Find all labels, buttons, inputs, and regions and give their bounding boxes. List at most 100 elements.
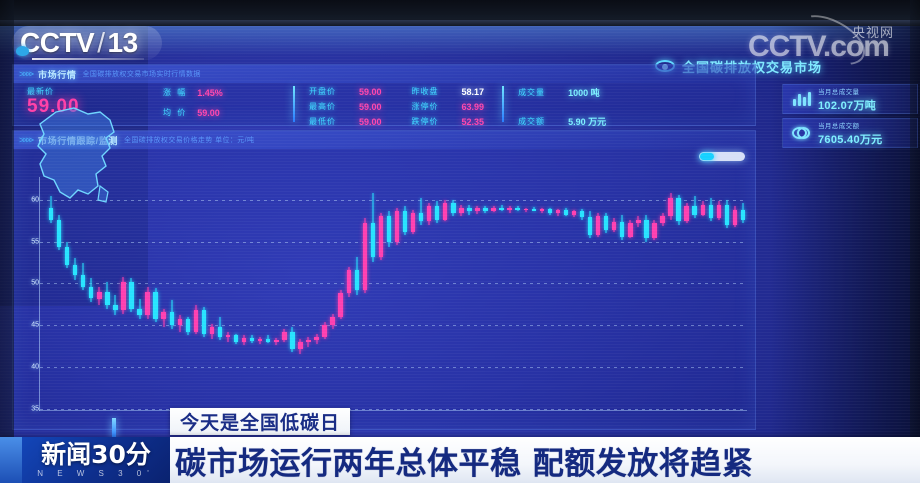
candlestick-body	[185, 318, 190, 332]
candlestick	[523, 183, 528, 409]
change-row: 涨 幅 1.45%	[163, 87, 293, 98]
candlestick-body	[732, 209, 738, 225]
candlestick	[338, 183, 343, 409]
quote-metric-label: 开盘价	[309, 87, 336, 96]
candlestick-body	[684, 206, 689, 222]
candlestick-body	[282, 331, 287, 340]
quote-metric-label: 成交额	[518, 117, 546, 126]
candlestick-body	[354, 270, 359, 291]
candlestick-body	[708, 204, 713, 219]
candlestick	[563, 183, 569, 409]
candlestick-body	[209, 326, 215, 334]
candlestick	[169, 183, 174, 409]
quote-metric-row: 最低价 59.00	[309, 116, 382, 127]
candlestick-body	[201, 310, 207, 334]
candlestick	[644, 183, 649, 409]
candlestick	[547, 183, 553, 409]
candlestick-body	[571, 211, 577, 215]
chart-gridline	[40, 325, 747, 327]
candlestick-body	[314, 337, 319, 341]
candlestick-body	[217, 326, 223, 337]
candlestick	[161, 183, 166, 409]
candlestick-body	[531, 208, 536, 211]
quote-metric-row: 跌停价 52.35	[412, 116, 485, 127]
candlestick-body	[105, 291, 110, 306]
candlestick	[209, 183, 215, 409]
lower-third-left-tab	[0, 437, 24, 483]
candlestick	[306, 183, 311, 409]
quote-metric-row: 最高价 59.00	[309, 101, 382, 112]
candlestick-body	[72, 265, 78, 276]
candlestick-body	[89, 286, 94, 299]
candlestick	[612, 183, 617, 409]
candlestick	[322, 183, 327, 409]
candlestick	[435, 183, 440, 409]
candlestick-body	[258, 338, 263, 342]
candlestick	[595, 183, 601, 409]
candlestick-body	[145, 291, 150, 316]
quote-panel-title: 市场行情	[38, 69, 77, 80]
candlestick-body	[539, 208, 545, 211]
candlestick-body	[225, 335, 231, 337]
quote-metric-column: 开盘价 59.00 最高价 59.00 最低价 59.00	[309, 86, 382, 127]
candlestick-body	[491, 208, 496, 211]
candlestick-body	[668, 198, 673, 217]
candlestick	[475, 183, 480, 409]
candlestick	[740, 183, 746, 409]
change-label: 涨 幅	[163, 88, 188, 97]
chevron-right-icon: >>>>	[19, 69, 34, 79]
lower-third-kicker: 今天是全国低碳日	[170, 408, 351, 435]
candlestick-body	[330, 316, 335, 326]
candlestick-body	[233, 335, 239, 343]
candlestick	[443, 183, 448, 409]
candlestick-body	[249, 337, 255, 342]
candlestick-body	[129, 281, 134, 309]
candlestick-body	[64, 246, 70, 266]
candlestick	[241, 183, 247, 409]
candlestick-body	[716, 204, 722, 219]
quote-metric-value: 58.17	[461, 86, 485, 97]
candlestick-wick	[227, 331, 229, 343]
candlestick-body	[241, 337, 247, 343]
candlestick	[620, 183, 625, 409]
chart-y-axis	[39, 177, 40, 411]
candlestick-body	[515, 208, 520, 210]
candlestick	[258, 183, 263, 409]
quote-metric-value: 59.00	[359, 116, 382, 127]
chart-range-toggle[interactable]	[699, 152, 745, 161]
candlestick	[410, 183, 416, 409]
candlestick-body	[435, 206, 440, 220]
candlestick-body	[475, 208, 480, 212]
quote-metric-value: 59.00	[359, 86, 382, 97]
candlestick	[555, 183, 561, 409]
channel-logo-cctv: CCTV	[20, 27, 95, 58]
chart-gridline	[40, 367, 747, 369]
candlestick-body	[483, 208, 488, 211]
candlestick	[113, 183, 118, 409]
quote-panel-header: >>>> 市场行情 全国碳排放权交易市场实时行情数据	[13, 65, 755, 83]
candlestick	[732, 183, 738, 409]
stat-card-monthly-turnover: 当月总成交额 7605.40万元	[782, 118, 918, 148]
candlestick	[185, 183, 190, 409]
candlestick-body	[153, 291, 158, 319]
candlestick-body	[418, 213, 424, 222]
candlestick-body	[692, 206, 697, 215]
candlestick-body	[298, 342, 303, 349]
chevron-right-icon: >>>>	[19, 135, 34, 145]
chart-y-tick: 50	[31, 279, 39, 287]
avg-price-value: 59.00	[197, 107, 220, 118]
candlestick-body	[628, 223, 633, 237]
quote-metric-row: 成交额 5.90 万元	[518, 115, 606, 128]
candlestick	[137, 183, 142, 409]
candlestick	[330, 183, 335, 409]
candlestick	[64, 183, 70, 409]
candlestick	[89, 183, 94, 409]
candlestick	[282, 183, 287, 409]
candlestick-body	[97, 291, 102, 299]
stat-label: 当月总成交量	[818, 88, 860, 96]
candlestick-body	[467, 208, 472, 212]
candlestick-body	[563, 209, 569, 215]
channel-logo-slash: /	[97, 27, 105, 58]
candlestick	[668, 183, 673, 409]
quote-metric-label: 昨收盘	[411, 87, 439, 96]
